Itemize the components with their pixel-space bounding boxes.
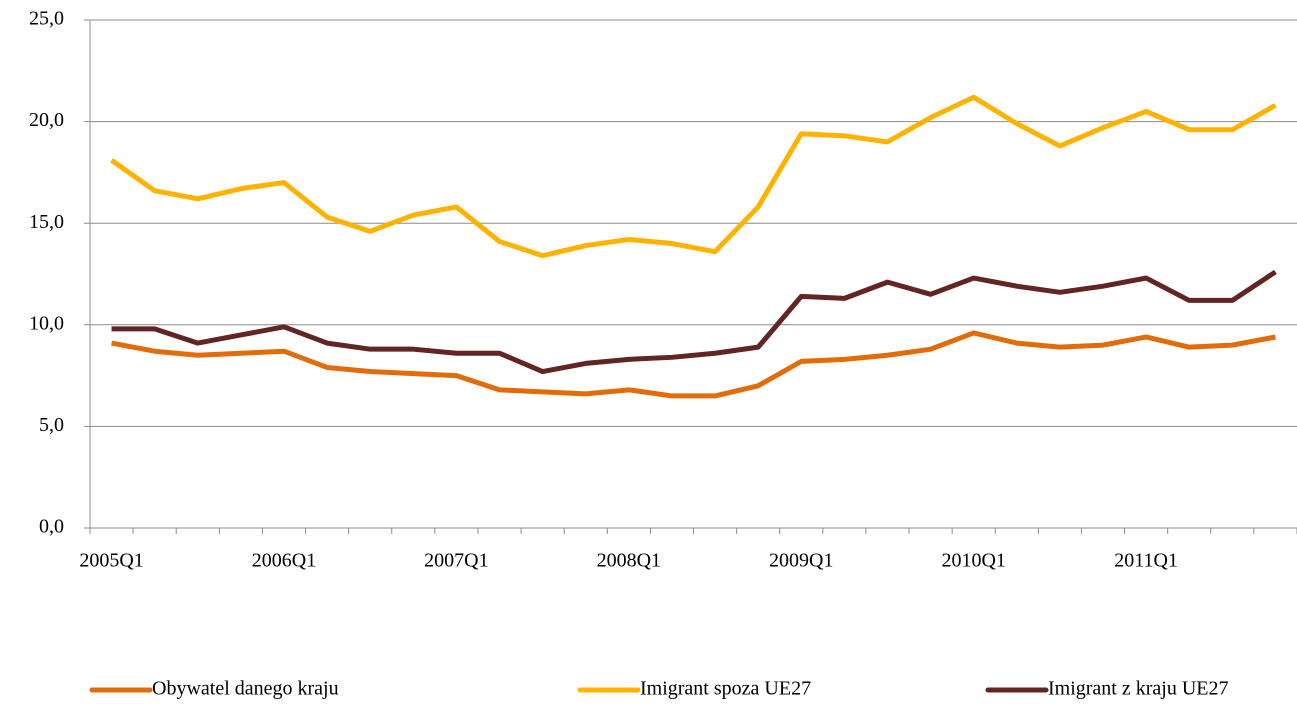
y-tick-label: 25,0 xyxy=(29,8,64,30)
y-tick-label: 10,0 xyxy=(29,312,64,334)
x-tick-label: 2008Q1 xyxy=(597,550,661,572)
y-tick-label: 15,0 xyxy=(29,211,64,233)
x-tick-label: 2010Q1 xyxy=(941,550,1005,572)
y-tick-label: 0,0 xyxy=(39,516,64,538)
legend-label: Imigrant spoza UE27 xyxy=(640,678,811,700)
series-line xyxy=(111,330,1276,399)
x-tick-label: 2007Q1 xyxy=(424,550,488,572)
legend-label: Imigrant z kraju UE27 xyxy=(1048,678,1229,700)
x-tick-label: 2006Q1 xyxy=(252,550,316,572)
y-tick-label: 5,0 xyxy=(39,414,64,436)
x-tick-label: 2011Q1 xyxy=(1114,550,1178,572)
legend-label: Obywatel danego kraju xyxy=(152,678,339,700)
series-line xyxy=(110,94,1277,259)
series-line xyxy=(111,269,1277,375)
x-tick-label: 2009Q1 xyxy=(769,550,833,572)
x-tick-label: 2005Q1 xyxy=(79,550,143,572)
y-tick-label: 20,0 xyxy=(29,109,64,131)
